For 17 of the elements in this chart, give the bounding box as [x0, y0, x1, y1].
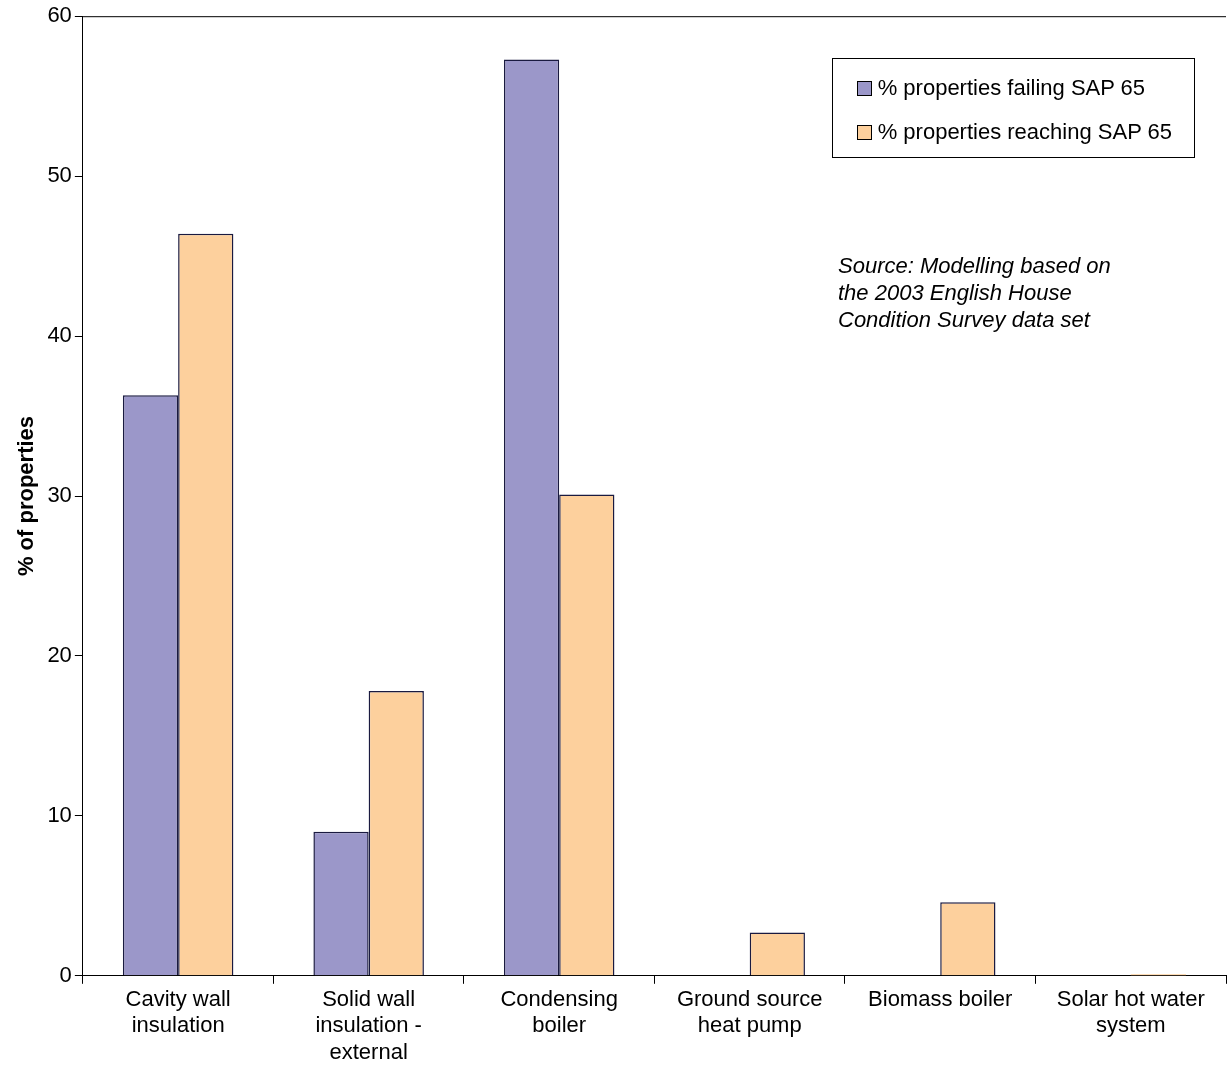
x-tick-label: Solar hot water system — [1056, 986, 1205, 1038]
y-tick-label: 60 — [47, 2, 72, 28]
x-tick-label: Condensing boiler — [500, 986, 618, 1038]
x-tick-label: Cavity wall insulation — [125, 986, 231, 1038]
y-tick-label: 40 — [47, 322, 72, 348]
y-tick-label: 50 — [47, 162, 72, 188]
x-tick-label: Ground source heat pump — [676, 986, 823, 1038]
legend-label: % properties reaching SAP 65 — [877, 119, 1172, 145]
annotation: Source: Modelling based on the 2003 English House Condition Survey data set — [838, 252, 1112, 333]
y-tick-label: 0 — [59, 961, 72, 987]
x-tick-label: Solid wall insulation - external — [315, 986, 422, 1064]
y-tick-label: 30 — [47, 482, 72, 508]
y-axis-title: % of properties — [13, 415, 39, 577]
y-tick-label: 20 — [47, 642, 72, 667]
legend-label: % properties failing SAP 65 — [877, 75, 1146, 101]
x-tick-label: Biomass boiler — [868, 986, 1013, 1012]
y-tick-label: 10 — [47, 801, 72, 827]
